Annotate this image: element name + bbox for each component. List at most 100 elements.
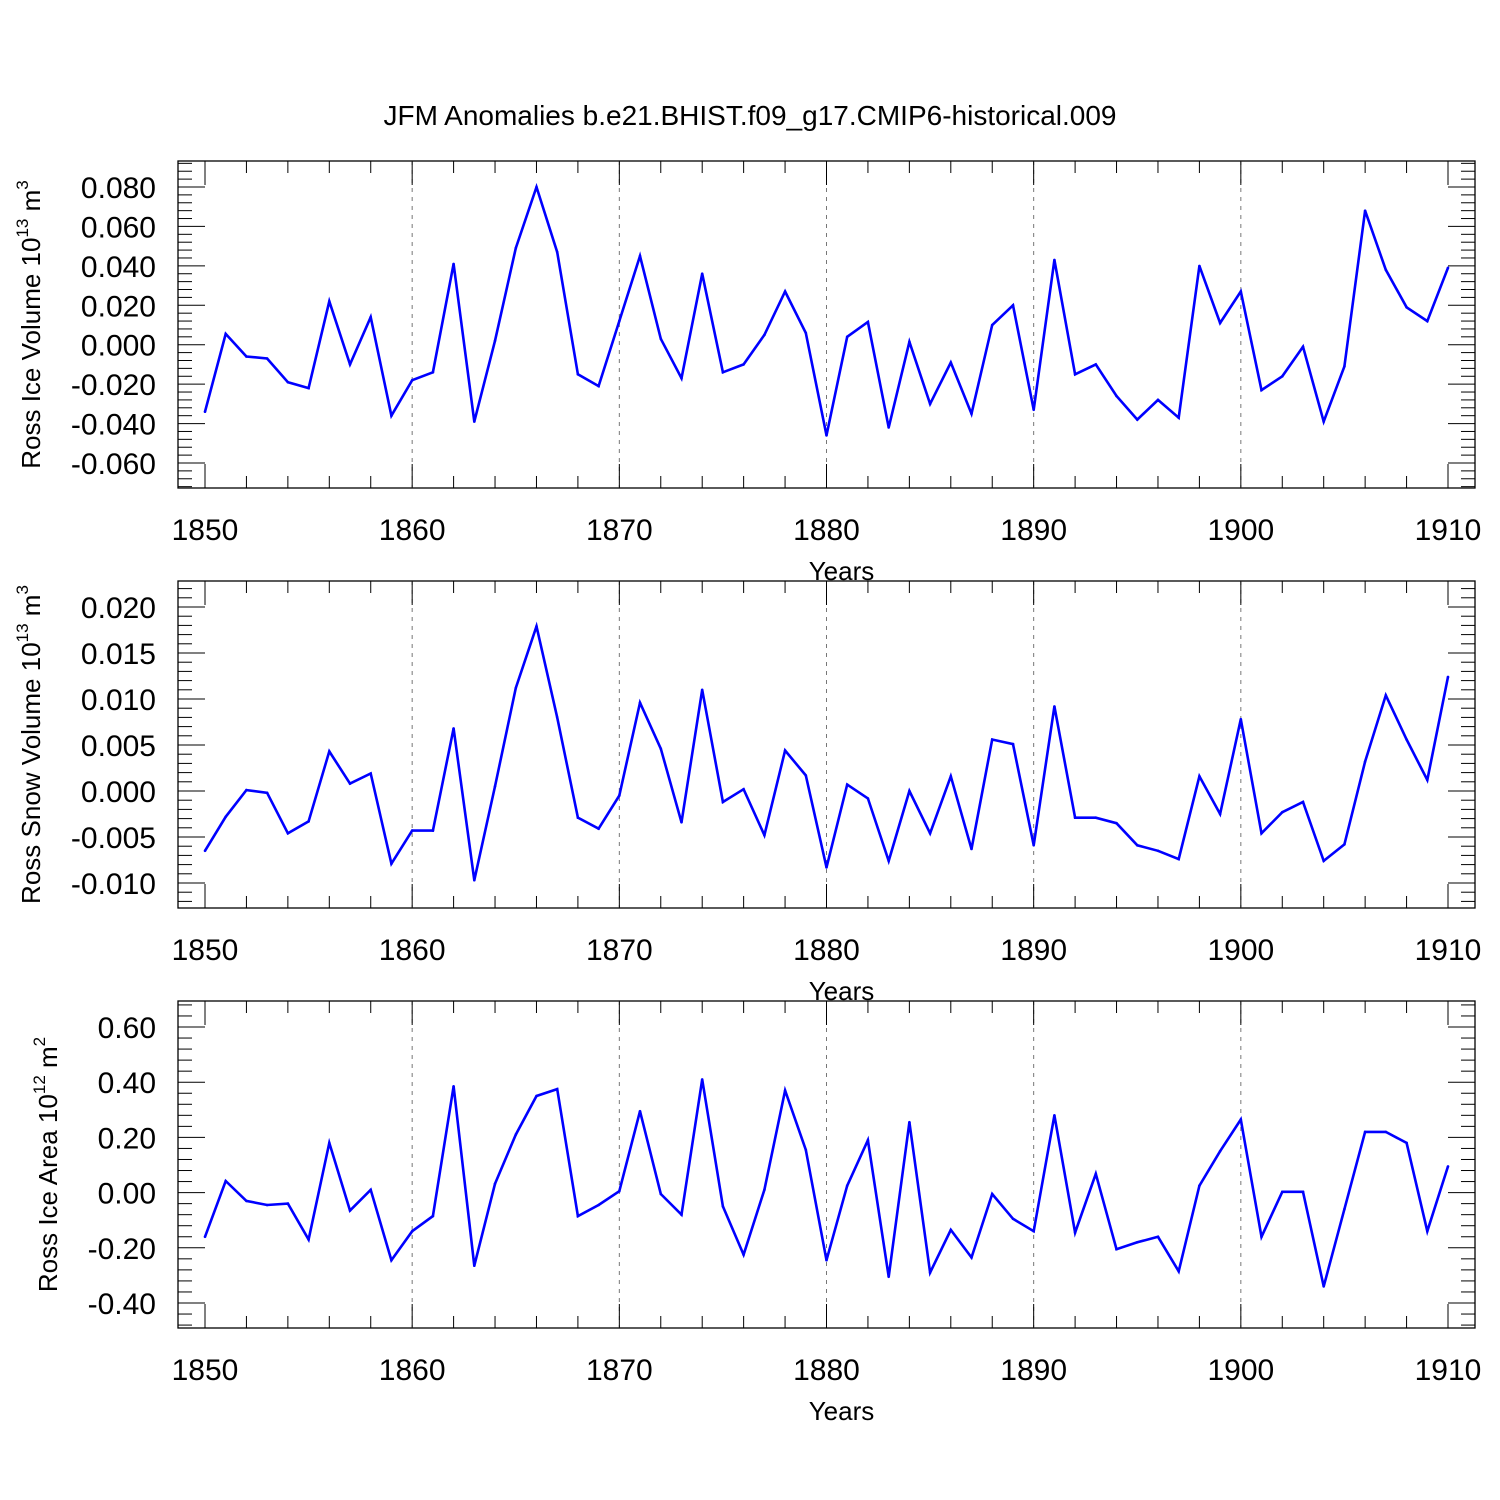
data-point: [224, 332, 227, 336]
data-point: [576, 1214, 580, 1218]
data-point: [990, 738, 994, 741]
data-point: [1281, 810, 1284, 814]
data-point: [887, 426, 890, 429]
data-point: [970, 847, 973, 851]
data-point: [1281, 375, 1284, 378]
y-tick-label: 0.20: [98, 1122, 156, 1155]
data-point: [348, 782, 352, 785]
data-point: [783, 290, 787, 293]
x-tick-label: 1870: [586, 934, 653, 967]
data-point: [804, 1148, 808, 1152]
data-point: [638, 254, 642, 258]
data-point: [576, 373, 580, 376]
y-axis-label-unit-exponent: 2: [30, 1037, 49, 1046]
data-point: [700, 1078, 704, 1081]
data-point: [949, 775, 953, 778]
data-point: [1322, 1285, 1325, 1288]
data-point: [1094, 816, 1098, 819]
data-point: [1177, 857, 1180, 861]
y-axis-label-unit-exponent: 3: [13, 180, 32, 189]
data-point: [431, 829, 435, 832]
data-point: [493, 1182, 497, 1186]
data-point: [555, 716, 559, 719]
data-point: [493, 785, 497, 788]
data-point: [887, 859, 890, 863]
y-tick-label: 0.080: [81, 172, 156, 205]
data-point: [1301, 345, 1305, 349]
y-tick-label: 0.020: [81, 290, 156, 323]
y-tick-label: -0.040: [71, 409, 156, 442]
data-point: [348, 1209, 352, 1212]
data-point: [535, 625, 538, 628]
data-point: [369, 772, 373, 775]
data-point: [763, 833, 766, 837]
x-tick-label: 1900: [1207, 514, 1274, 547]
x-tick-label: 1860: [379, 1354, 446, 1387]
y-axis-label: Ross Ice Area 1012 m2: [30, 1037, 63, 1292]
data-point: [265, 791, 269, 795]
y-tick-label: 0.005: [81, 730, 156, 763]
data-point: [390, 414, 393, 418]
data-point: [286, 380, 290, 384]
data-point: [638, 1109, 642, 1113]
data-point: [1426, 1229, 1429, 1233]
data-point: [783, 1089, 787, 1092]
data-point: [949, 1228, 953, 1232]
data-point: [1260, 832, 1263, 835]
data-point: [1053, 258, 1056, 262]
data-point: [721, 1205, 725, 1208]
data-point: [887, 1275, 890, 1279]
data-point: [1011, 304, 1015, 307]
data-point: [307, 820, 310, 823]
data-point: [1011, 742, 1015, 746]
y-axis-label-unit: m: [16, 190, 46, 219]
data-point: [597, 827, 600, 830]
data-point: [928, 1271, 932, 1274]
data-point: [1011, 1217, 1015, 1221]
y-axis-label: Ross Snow Volume 1013 m3: [13, 585, 46, 904]
data-point: [783, 749, 787, 752]
x-tick-label: 1850: [172, 514, 239, 547]
x-tick-label: 1890: [1000, 1354, 1067, 1387]
data-point: [825, 866, 828, 869]
y-tick-label: 0.00: [98, 1178, 156, 1211]
data-point: [866, 320, 870, 324]
data-point: [1426, 319, 1429, 323]
data-point: [369, 1188, 373, 1192]
x-tick-label: 1890: [1000, 934, 1067, 967]
data-point: [328, 300, 331, 303]
data-point: [742, 363, 745, 366]
data-point: [1136, 418, 1139, 421]
y-tick-label: 0.60: [98, 1012, 156, 1045]
data-point: [659, 747, 663, 750]
panel-2: 1850 1860 1870 1880 1890 1900 1910 0.020 0.015 0.…: [13, 580, 1481, 1006]
data-point: [742, 787, 745, 791]
data-point: [1032, 408, 1035, 412]
data-point: [908, 789, 911, 793]
data-point: [928, 402, 932, 406]
panel-1: 1850 1860 1870 1880 1890 1900 1910 0.080 0.060 0.…: [13, 160, 1481, 586]
data-point: [845, 335, 849, 339]
data-point: [908, 1120, 911, 1124]
data-point: [618, 1189, 621, 1193]
y-axis-label-text: Ross Snow Volume 10: [16, 642, 46, 904]
y-tick-label: -0.40: [88, 1288, 156, 1321]
y-axis-label-unit: m: [16, 595, 46, 624]
data-point: [286, 1202, 290, 1205]
data-point: [845, 783, 849, 786]
data-point: [307, 386, 310, 390]
data-point: [1384, 1130, 1388, 1134]
data-point: [1053, 705, 1056, 708]
y-tick-label: 0.040: [81, 251, 156, 284]
data-point: [1198, 775, 1201, 778]
data-point: [1094, 363, 1098, 366]
x-tick-label: 1890: [1000, 514, 1067, 547]
data-point: [618, 319, 621, 323]
data-point: [1281, 1190, 1284, 1194]
data-point: [1156, 849, 1160, 853]
data-point: [1322, 420, 1325, 423]
data-point: [742, 1253, 745, 1256]
data-point: [721, 371, 725, 374]
data-point: [514, 246, 518, 250]
